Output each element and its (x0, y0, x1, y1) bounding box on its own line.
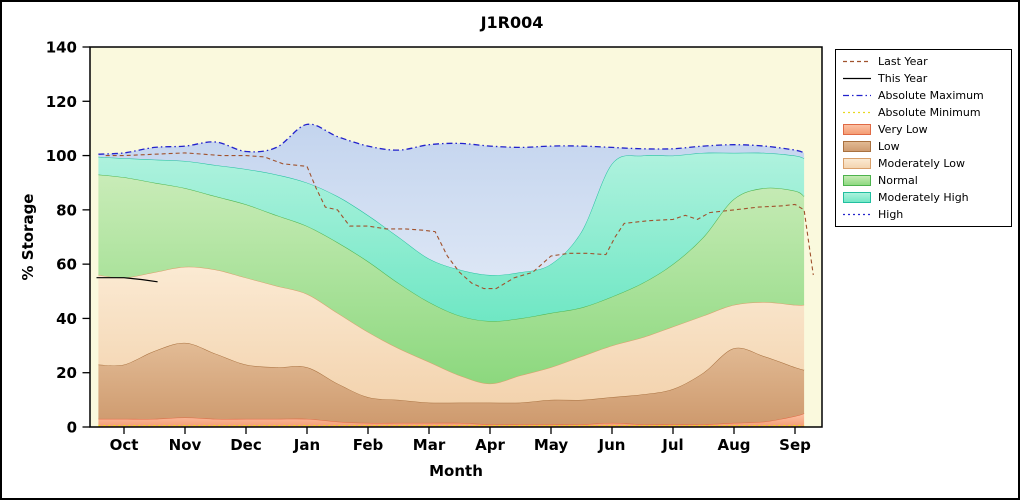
color-swatch-icon (843, 192, 871, 203)
color-swatch-icon (843, 124, 871, 135)
svg-text:80: 80 (56, 201, 77, 219)
svg-text:Aug: Aug (717, 436, 750, 454)
svg-text:Sep: Sep (779, 436, 811, 454)
svg-text:Apr: Apr (475, 436, 505, 454)
chart-title: J1R004 (480, 13, 544, 32)
line-swatch-icon (843, 213, 871, 216)
legend-label: High (878, 208, 904, 221)
svg-text:Oct: Oct (110, 436, 139, 454)
legend-label: Last Year (878, 55, 928, 68)
svg-text:140: 140 (46, 39, 77, 57)
line-swatch-icon (843, 94, 871, 97)
color-swatch-icon (843, 141, 871, 152)
legend-item-moderately-low: Moderately Low (842, 155, 1005, 172)
svg-text:Nov: Nov (169, 436, 202, 454)
svg-text:0: 0 (67, 419, 77, 437)
line-swatch-icon (843, 77, 871, 80)
svg-text:Jan: Jan (293, 436, 320, 454)
svg-text:60: 60 (56, 256, 77, 274)
legend-label: This Year (878, 72, 928, 85)
legend-item-moderately-high: Moderately High (842, 189, 1005, 206)
legend-item-absolute-minimum: Absolute Minimum (842, 104, 1005, 121)
legend-label: Very Low (878, 123, 928, 136)
svg-text:Jun: Jun (598, 436, 626, 454)
line-swatch-icon (843, 60, 871, 63)
svg-text:Jul: Jul (661, 436, 683, 454)
svg-text:May: May (534, 436, 569, 454)
legend-label: Absolute Maximum (878, 89, 984, 102)
svg-text:20: 20 (56, 364, 77, 382)
legend-item-low: Low (842, 138, 1005, 155)
legend-label: Low (878, 140, 900, 153)
legend-label: Absolute Minimum (878, 106, 981, 119)
legend: Last Year This Year Absolute Maximum Absolu… (835, 49, 1012, 227)
legend-item-normal: Normal (842, 172, 1005, 189)
svg-text:Mar: Mar (413, 436, 446, 454)
legend-label: Normal (878, 174, 918, 187)
svg-text:Dec: Dec (230, 436, 262, 454)
legend-item-very-low: Very Low (842, 121, 1005, 138)
line-swatch-icon (843, 111, 871, 114)
svg-text:100: 100 (46, 147, 77, 165)
svg-text:40: 40 (56, 310, 77, 328)
legend-item-high: High (842, 206, 1005, 223)
svg-text:Feb: Feb (353, 436, 384, 454)
legend-label: Moderately High (878, 191, 969, 204)
svg-text:120: 120 (46, 93, 77, 111)
color-swatch-icon (843, 175, 871, 186)
color-swatch-icon (843, 158, 871, 169)
legend-label: Moderately Low (878, 157, 966, 170)
legend-item-last-year: Last Year (842, 53, 1005, 70)
legend-item-absolute-maximum: Absolute Maximum (842, 87, 1005, 104)
legend-item-this-year: This Year (842, 70, 1005, 87)
y-axis-label: % Storage (19, 193, 37, 281)
x-axis-label: Month (429, 462, 483, 480)
